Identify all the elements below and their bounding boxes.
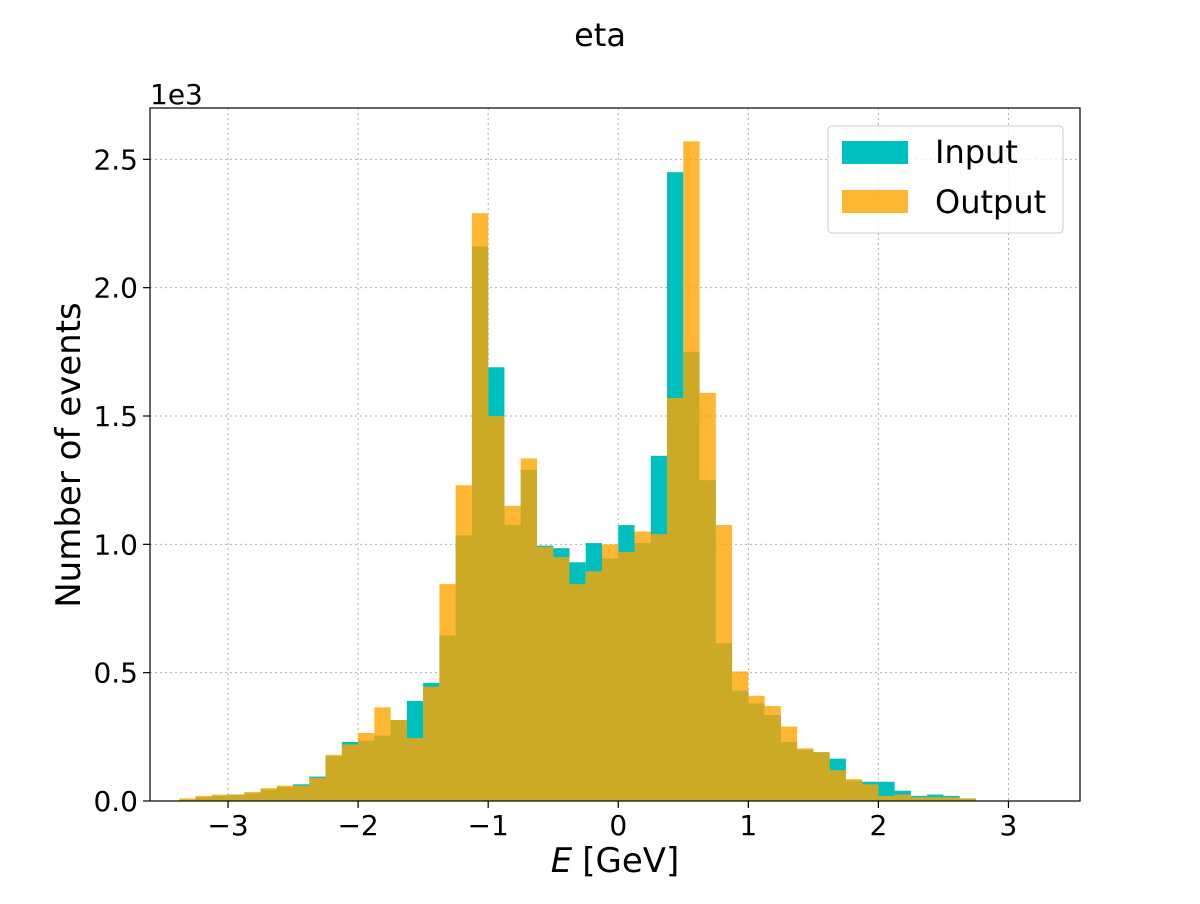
output-bar-47 [943, 797, 960, 801]
output-bar-9 [325, 754, 342, 801]
output-bar-29 [650, 534, 668, 801]
y-tick-label-0: 0.0 [93, 785, 138, 818]
output-bar-17 [455, 485, 472, 801]
output-bar-10 [341, 744, 359, 801]
output-bar-13 [390, 720, 407, 801]
output-bar-31 [683, 141, 700, 801]
output-bar-20 [504, 505, 521, 801]
output-bar-38 [797, 748, 814, 801]
output-bar-33 [715, 525, 733, 801]
output-bar-16 [439, 584, 456, 801]
legend: Input Output [827, 125, 1064, 234]
output-bar-27 [618, 552, 635, 801]
series-output [179, 141, 976, 801]
output-bar-2 [211, 794, 229, 801]
x-axis-label-unit: [GeV] [582, 841, 679, 881]
output-bar-6 [276, 785, 294, 801]
output-bar-19 [488, 416, 505, 801]
x-tick-label-4: 1 [739, 809, 757, 842]
y-tick-label-3: 1.5 [93, 400, 138, 433]
output-bar-40 [829, 770, 846, 801]
output-bar-25 [585, 571, 602, 801]
x-tick-label-2: −1 [468, 809, 509, 842]
legend-swatch-input [842, 141, 908, 164]
y-scale-label: 1e3 [150, 78, 203, 111]
y-axis-label: Number of events [49, 302, 89, 608]
plot-frame [149, 107, 1081, 802]
output-bar-48 [959, 798, 976, 801]
output-bar-35 [748, 695, 765, 801]
output-bar-1 [195, 795, 212, 801]
output-bar-22 [536, 546, 554, 801]
output-bar-0 [179, 798, 196, 801]
y-tick-label-1: 0.5 [93, 657, 138, 690]
output-bar-18 [471, 213, 489, 801]
x-axis-label-symbol: E [551, 841, 573, 881]
output-bar-42 [862, 784, 879, 801]
x-tick-label-0: −3 [207, 809, 248, 842]
axis-ticks: −3 −2 −1 0 1 2 3 0.0 0.5 1.0 1.5 2.0 2.5 [93, 143, 1017, 842]
chart-title: eta [574, 16, 626, 54]
output-bar-24 [569, 584, 586, 801]
output-bar-7 [293, 785, 310, 801]
x-axis-label: E [GeV] [551, 841, 680, 881]
output-bar-37 [780, 726, 798, 801]
output-bar-28 [634, 531, 651, 801]
output-bar-46 [927, 797, 944, 801]
output-bar-4 [244, 792, 261, 801]
x-tick-label-5: 2 [869, 809, 887, 842]
output-bar-44 [894, 794, 911, 801]
y-tick-label-5: 2.5 [93, 143, 138, 176]
output-bar-12 [374, 707, 391, 801]
legend-swatch-output [842, 190, 908, 213]
output-bar-3 [228, 794, 245, 801]
output-bar-34 [732, 671, 749, 801]
legend-label-output: Output [935, 183, 1046, 221]
output-bar-8 [309, 777, 326, 801]
x-tick-label-3: 0 [609, 809, 627, 842]
output-bar-14 [406, 738, 424, 801]
output-bar-32 [699, 392, 716, 801]
output-bar-5 [260, 788, 277, 801]
output-bar-41 [845, 779, 863, 801]
legend-label-input: Input [935, 133, 1018, 171]
y-tick-label-2: 1.0 [93, 528, 138, 561]
x-tick-label-1: −2 [337, 809, 378, 842]
output-bar-11 [358, 732, 375, 801]
output-bar-45 [910, 797, 928, 801]
output-bar-30 [667, 398, 684, 801]
y-tick-label-4: 2.0 [93, 272, 138, 305]
output-bar-39 [813, 752, 830, 801]
output-bar-43 [878, 795, 895, 801]
x-tick-label-6: 3 [1000, 809, 1018, 842]
histogram-bars [179, 141, 976, 802]
output-bar-26 [601, 544, 619, 801]
output-bar-23 [553, 557, 570, 801]
output-bar-36 [764, 706, 781, 801]
output-bar-21 [520, 458, 537, 801]
output-bar-15 [423, 686, 440, 801]
